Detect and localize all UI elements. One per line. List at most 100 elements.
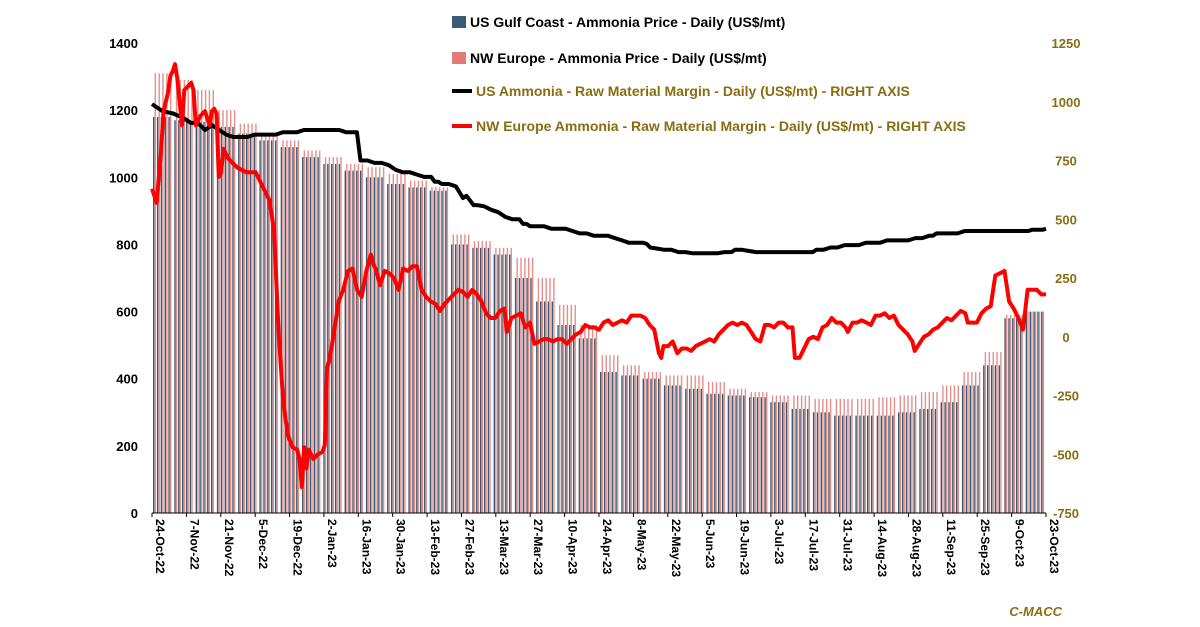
us-gulf-price-bar bbox=[245, 133, 248, 513]
nw-europe-price-bar bbox=[357, 163, 360, 513]
nw-europe-price-bar bbox=[613, 355, 615, 513]
x-axis-tick-label: 21-Nov-22 bbox=[222, 519, 236, 577]
us-gulf-price-bar bbox=[739, 395, 741, 513]
nw-europe-price-bar bbox=[499, 247, 501, 514]
nw-europe-price-bar bbox=[942, 385, 944, 513]
us-gulf-price-bar bbox=[625, 375, 627, 513]
us-gulf-price-bar bbox=[220, 126, 223, 514]
us-gulf-price-bar bbox=[603, 372, 606, 513]
x-axis-tick-label: 19-Jun-23 bbox=[738, 519, 752, 575]
us-gulf-price-bar bbox=[799, 408, 801, 513]
nw-europe-price-bar bbox=[439, 187, 441, 513]
nw-europe-price-bar bbox=[1021, 314, 1023, 513]
us-gulf-price-bar bbox=[381, 177, 383, 514]
nw-europe-price-bar bbox=[468, 234, 470, 513]
nw-europe-price-bar bbox=[928, 392, 930, 513]
us-gulf-price-bar bbox=[812, 412, 815, 513]
nw-europe-price-bar bbox=[711, 382, 714, 513]
us-gulf-price-bar bbox=[416, 187, 418, 513]
us-gulf-price-bar bbox=[402, 184, 404, 513]
nw-europe-price-bar bbox=[400, 173, 402, 513]
legend-label: NW Europe - Ammonia Price - Daily (US$/m… bbox=[470, 50, 767, 66]
us-gulf-price-bar bbox=[228, 126, 230, 514]
x-axis-tick-label: 13-Feb-23 bbox=[428, 519, 442, 575]
us-gulf-price-bar bbox=[934, 408, 937, 513]
nw-europe-price-bar bbox=[868, 398, 870, 513]
nw-europe-price-bar bbox=[404, 173, 406, 513]
line-series-group bbox=[150, 62, 1047, 490]
us-gulf-price-bar bbox=[182, 120, 184, 513]
us-gulf-price-bar bbox=[820, 412, 822, 513]
nw-europe-price-bar bbox=[495, 247, 497, 514]
us-gulf-price-bar bbox=[795, 408, 797, 513]
nw-europe-price-bar bbox=[528, 257, 530, 513]
nw-europe-price-bar bbox=[957, 385, 959, 513]
nw-europe-price-bar bbox=[272, 133, 274, 513]
us-gulf-price-bar bbox=[280, 147, 283, 513]
nw-europe-price-bar bbox=[212, 90, 214, 513]
us-gulf-price-bar bbox=[1019, 318, 1022, 513]
us-gulf-price-bar bbox=[663, 385, 666, 513]
us-gulf-price-bar bbox=[398, 184, 401, 513]
us-gulf-price-bar bbox=[594, 338, 596, 513]
us-gulf-price-bar bbox=[302, 157, 304, 513]
right-axis-tick-label: 1000 bbox=[1052, 95, 1081, 110]
nw-europe-price-bar bbox=[1038, 311, 1041, 513]
us-gulf-price-bar bbox=[636, 375, 639, 513]
nw-europe-price-bar bbox=[967, 372, 969, 513]
left-axis: 0 200 400 600 800 1000 1200 1400 bbox=[109, 36, 138, 521]
us-gulf-price-bar bbox=[536, 301, 538, 513]
us-gulf-price-bar bbox=[1012, 318, 1014, 513]
nw-europe-price-bar bbox=[485, 241, 487, 513]
us-gulf-price-bar bbox=[855, 415, 857, 513]
x-axis-tick-label: 5-Jun-23 bbox=[703, 519, 717, 569]
nw-europe-price-bar bbox=[179, 79, 182, 514]
us-gulf-price-bar bbox=[892, 415, 894, 513]
nw-europe-price-bar bbox=[559, 304, 561, 513]
us-gulf-price-bar bbox=[518, 278, 521, 513]
nw-europe-price-bar bbox=[609, 355, 611, 513]
nw-europe-price-bar bbox=[255, 123, 257, 513]
nw-europe-price-bar bbox=[350, 163, 352, 513]
nw-europe-price-bar bbox=[949, 385, 952, 513]
nw-europe-price-bar bbox=[361, 163, 363, 513]
us-gulf-price-bar bbox=[501, 254, 503, 513]
us-gulf-price-bar bbox=[923, 408, 925, 513]
nw-europe-price-bar bbox=[814, 398, 816, 513]
us-gulf-price-bar bbox=[387, 184, 389, 513]
nw-europe-price-bar bbox=[421, 180, 423, 513]
nw-europe-price-bar bbox=[924, 392, 927, 513]
us-gulf-price-bar bbox=[650, 378, 652, 513]
nw-europe-price-bar bbox=[946, 385, 948, 513]
nw-europe-price-bar bbox=[766, 392, 768, 513]
right-axis-tick-label: -750 bbox=[1053, 506, 1079, 521]
nw-europe-price-bar bbox=[882, 397, 884, 513]
us-gulf-price-bar bbox=[207, 121, 209, 514]
us-gulf-price-bar bbox=[288, 147, 290, 513]
us-gulf-price-bar bbox=[557, 325, 559, 513]
nw-europe-price-bar bbox=[435, 187, 437, 513]
left-axis-tick-label: 400 bbox=[116, 372, 138, 387]
us-gulf-price-bar bbox=[271, 140, 273, 513]
nw-europe-price-bar bbox=[971, 372, 973, 513]
nw-europe-price-bar bbox=[932, 392, 934, 513]
nw-europe-price-bar bbox=[154, 73, 156, 513]
nw-europe-price-bar bbox=[907, 395, 909, 513]
nw-europe-price-bar bbox=[775, 395, 778, 513]
nw-europe-price-bar bbox=[754, 392, 756, 513]
x-axis-tick-label: 13-Mar-23 bbox=[497, 519, 511, 575]
us-gulf-price-bar bbox=[749, 397, 751, 513]
us-gulf-price-bar bbox=[632, 375, 635, 513]
us-gulf-price-bar bbox=[317, 157, 319, 513]
nw-europe-price-bar bbox=[996, 351, 998, 513]
nw-europe-price-bar bbox=[353, 163, 356, 513]
us-gulf-price-bar bbox=[211, 121, 213, 514]
nw-europe-price-bar bbox=[953, 385, 956, 513]
us-gulf-price-bar bbox=[834, 415, 836, 513]
nw-europe-price-bar bbox=[665, 375, 667, 513]
nw-europe-price-bar bbox=[1000, 351, 1002, 513]
x-axis-tick-label: 31-Jul-23 bbox=[841, 519, 855, 571]
nw-europe-price-bar bbox=[804, 395, 807, 513]
nw-europe-price-bar bbox=[659, 372, 661, 513]
